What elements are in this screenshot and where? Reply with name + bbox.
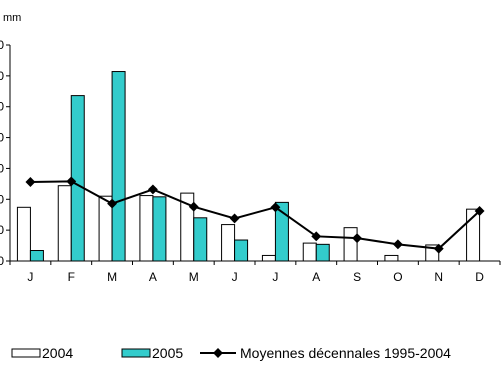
bar-2004: [344, 228, 357, 261]
y-axis-ticks: 0 50 100 150 200 250 300 350: [0, 38, 10, 268]
x-tick-label: J: [232, 270, 238, 284]
x-tick-label: A: [312, 270, 320, 284]
x-tick-label: A: [149, 270, 157, 284]
y-tick-label: 200: [0, 131, 4, 145]
legend: 2004 2005 Moyennes décennales 1995-2004: [12, 345, 451, 361]
legend-label-average: Moyennes décennales 1995-2004: [240, 345, 451, 361]
bar-2004: [303, 243, 316, 261]
x-tick-label: S: [353, 270, 361, 284]
x-tick-label: F: [68, 270, 75, 284]
bar-2004: [58, 186, 71, 261]
bar-2005: [153, 197, 166, 261]
average-point: [25, 177, 35, 187]
bar-2005: [316, 244, 329, 261]
average-series-line: [30, 181, 479, 248]
x-tick-label: M: [107, 270, 117, 284]
x-tick-label: J: [27, 270, 33, 284]
average-point: [148, 184, 158, 194]
average-point: [393, 239, 403, 249]
legend-swatch-2004: [12, 349, 40, 357]
y-tick-label: 0: [0, 254, 4, 268]
y-unit-label: mm: [3, 12, 21, 24]
bar-2004: [385, 255, 398, 261]
bars: [17, 72, 479, 261]
x-tick-label: J: [272, 270, 278, 284]
y-tick-label: 300: [0, 69, 4, 83]
y-tick-label: 350: [0, 38, 4, 52]
bar-2005: [71, 96, 84, 261]
average-point: [230, 213, 240, 223]
average-line: [25, 176, 484, 253]
bar-2004: [262, 255, 275, 261]
y-tick-label: 150: [0, 161, 4, 175]
bar-2005: [235, 240, 248, 261]
legend-label-2005: 2005: [152, 345, 183, 361]
bar-2004: [17, 207, 30, 261]
x-tick-label: D: [475, 270, 484, 284]
bar-2004: [140, 196, 153, 261]
bar-2004: [222, 225, 235, 261]
x-tick-label: M: [189, 270, 199, 284]
y-tick-label: 250: [0, 100, 4, 114]
legend-line-marker: [213, 348, 223, 358]
bar-2005: [112, 72, 125, 261]
legend-swatch-2005: [122, 349, 150, 357]
y-tick-label: 100: [0, 192, 4, 206]
x-tick-label: O: [393, 270, 402, 284]
bar-2005: [194, 218, 207, 261]
x-tick-label: N: [434, 270, 443, 284]
bar-2005: [30, 251, 43, 261]
legend-label-2004: 2004: [42, 345, 73, 361]
y-tick-label: 50: [0, 223, 4, 237]
